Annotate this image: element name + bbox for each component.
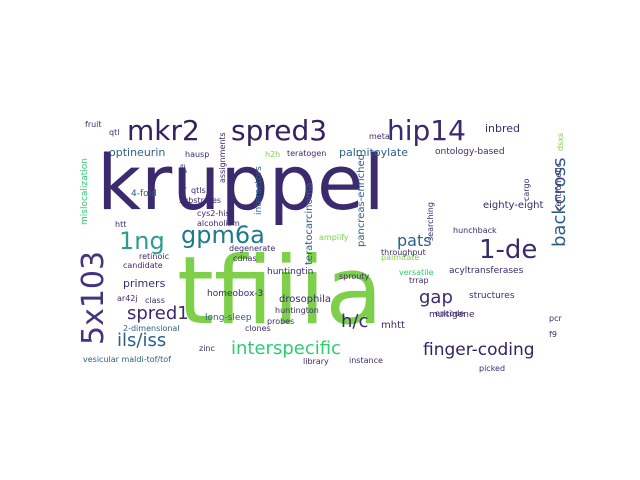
word-library: library <box>303 357 329 366</box>
word-palmitate: palmitate <box>381 253 420 262</box>
word-instance: instance <box>349 356 383 365</box>
word-throughput: throughput <box>381 248 426 257</box>
word-tfiiia: tfiiia <box>177 237 383 346</box>
word-vesicular-maldi-tof-tof: vesicular maldi-tof/tof <box>83 355 171 364</box>
word-palmitoylate: palmitoylate <box>339 146 408 159</box>
word-amplify: amplify <box>319 233 349 242</box>
word-degenerate: degenerate <box>229 244 276 253</box>
word-fruit: fruit <box>85 120 102 129</box>
word-4-fold: 4-fold <box>131 189 157 199</box>
word-kruppel: kruppel <box>97 138 385 227</box>
word-substrates: substrates <box>179 196 222 205</box>
word-homeobox-3: homeobox-3 <box>207 289 264 299</box>
word-interspecific: interspecific <box>231 338 341 359</box>
word-eighty-eight: eighty-eight <box>483 200 544 211</box>
word-long-sleep: long-sleep <box>205 313 252 323</box>
word-inbred: inbred <box>485 122 521 135</box>
word-spred3: spred3 <box>231 114 328 147</box>
word-qtl: qtl <box>109 128 120 137</box>
word-assignments: assignments <box>218 132 227 183</box>
word-h2h: h2h <box>265 150 281 159</box>
word-mhtt: mhtt <box>381 320 405 331</box>
word-cys2-his2: cys2-his2 <box>197 209 235 218</box>
word-interactors: interactors <box>254 166 264 215</box>
word-htt: htt <box>115 220 127 229</box>
word-optineurin: optineurin <box>109 146 166 159</box>
word-mislocalization: mislocalization <box>80 158 90 225</box>
word-dsxs: dsxs <box>556 132 565 151</box>
word-drosophila: drosophila <box>279 294 332 305</box>
word-trrap: trrap <box>409 276 429 285</box>
word-candidate: candidate <box>123 261 163 270</box>
word-5x103: 5x103 <box>76 250 111 345</box>
word-ontology-based: ontology-based <box>435 147 505 157</box>
word-gap: gap <box>419 287 453 308</box>
word-phage: phage <box>178 163 187 189</box>
word-hausp: hausp <box>185 150 210 159</box>
word-spred1: spred1 <box>127 303 189 324</box>
word-alcoholism: alcoholism <box>197 219 240 228</box>
word-encode: encode <box>435 309 465 318</box>
word-zinc: zinc <box>199 344 215 353</box>
word-acyltransferases: acyltransferases <box>449 266 524 276</box>
word-probes: probes <box>267 317 295 326</box>
word-class: class <box>145 296 165 305</box>
word-ils-iss: ils/iss <box>117 330 167 351</box>
word-huntingtin: huntingtin <box>267 267 314 277</box>
word-teratogen: teratogen <box>287 149 327 158</box>
word-teratocarcinoma: teratocarcinoma <box>304 182 315 265</box>
word-multigene: multigene <box>429 310 475 320</box>
word-gpm6a: gpm6a <box>181 221 265 249</box>
word-clones: clones <box>245 324 271 333</box>
word-picked: picked <box>479 364 506 373</box>
word-cloud: kruppel tfiiia 5x103 mkr2 spred3 hip14 1… <box>76 114 570 375</box>
word-huntington: huntington <box>275 306 319 315</box>
word-hunchback: hunchback <box>453 226 497 235</box>
word-ar42j: ar42j <box>117 294 138 303</box>
word-primers: primers <box>123 277 166 290</box>
word-metal: metal <box>369 132 392 141</box>
word-hip14: hip14 <box>387 114 466 147</box>
word-1ng: 1ng <box>119 227 165 255</box>
word-centromeric: centromeric <box>554 162 563 211</box>
word-versatile: versatile <box>399 268 434 277</box>
word-f9: f9 <box>549 330 557 339</box>
word-finger-coding: finger-coding <box>423 340 535 360</box>
word-pancreas-enriched: pancreas-enriched <box>356 153 367 247</box>
word-qtls: qtls <box>191 186 206 195</box>
word-2-dimensional: 2-dimensional <box>123 324 180 333</box>
word-h-c: h/c <box>341 311 369 332</box>
word-1-de: 1-de <box>479 235 538 265</box>
word-sprouty: sprouty <box>339 272 370 281</box>
word-mkr2: mkr2 <box>127 114 200 147</box>
word-cdnas: cdnas <box>233 254 257 263</box>
word-cargo: cargo <box>522 178 531 201</box>
word-retinoic: retinoic <box>139 252 169 261</box>
word-searching: searching <box>426 202 435 241</box>
word-pcr: pcr <box>549 314 562 323</box>
word-pats: pats <box>397 231 432 250</box>
word-structures: structures <box>469 291 515 301</box>
